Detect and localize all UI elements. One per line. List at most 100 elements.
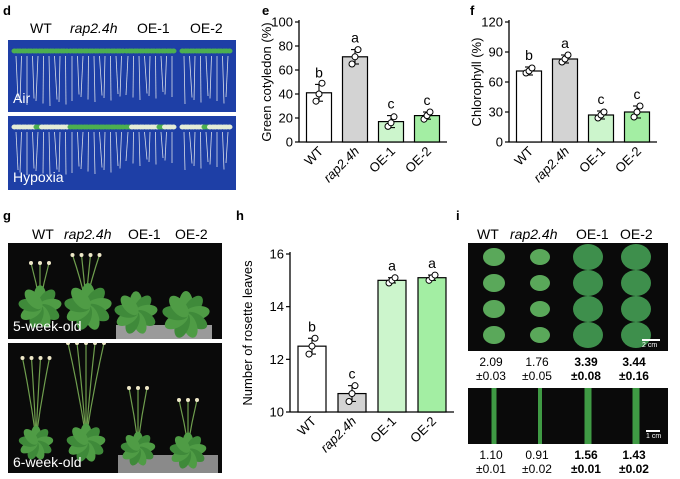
y-tick-label-1: 12 (270, 352, 284, 367)
leaf (621, 322, 651, 348)
significance-letter-3: c (424, 92, 431, 108)
seedling-root (110, 55, 112, 101)
x-tick-label-3: OE-2 (612, 144, 644, 176)
panel-d-header-oe1: OE-1 (137, 20, 170, 36)
measurement-value: 2.09 ±0.03 (465, 355, 517, 383)
data-point-0-2 (311, 334, 319, 342)
y-tick-label-3: 90 (489, 45, 503, 60)
y-tick-label-2: 40 (279, 87, 293, 102)
rosette-leaf (174, 436, 191, 453)
seedling-root (209, 131, 212, 165)
data-point-1-0 (348, 60, 356, 68)
seedling-root (160, 131, 164, 159)
seedling-root (93, 131, 96, 175)
leaf (483, 274, 505, 292)
seedling-root (164, 55, 167, 95)
y-tick-label-5: 100 (271, 15, 293, 30)
panel-g-header-rap: rap2.4h (64, 226, 112, 242)
seedling-root (103, 55, 106, 99)
chart-chlorophyll: 0 30 60 90 120 Chlorophyll (%) b WT a rap2.4h c OE-… (469, 15, 657, 185)
age-label-5-week: 5-week-old (13, 318, 82, 334)
seedling-root (144, 131, 148, 160)
panel-i-header-oe1: OE-1 (576, 226, 609, 242)
cotyledon-right (226, 48, 233, 54)
y-tick-label-1: 20 (279, 111, 293, 126)
flower (38, 261, 42, 265)
x-tick-label-3: OE-2 (407, 414, 439, 446)
flower (127, 386, 131, 390)
bar-1 (341, 56, 369, 143)
seedling-root (103, 131, 106, 171)
flower (20, 356, 25, 360)
seedling-root (155, 55, 157, 99)
y-tick-label-1: 30 (489, 105, 503, 120)
seedling-root (48, 55, 51, 107)
significance-letter-1: a (351, 30, 359, 46)
leaf (483, 248, 505, 266)
leaf (530, 249, 550, 265)
chart-rosette-leaves: 10 12 14 16 Number of rosette leaves b WT c rap2… (240, 247, 454, 455)
significance-letter-0: b (525, 47, 533, 63)
rosette-leaf (72, 427, 89, 445)
seedling-root (15, 55, 19, 101)
rosette-leaf (169, 295, 189, 318)
rosette-leaf (24, 289, 43, 310)
panel-i-header-oe2: OE-2 (620, 226, 653, 242)
data-point-0-1 (315, 90, 323, 98)
leaf (573, 244, 603, 270)
seedling-root (35, 131, 39, 172)
measurement-mean: 1.56 (574, 448, 598, 462)
leaf (530, 327, 550, 343)
seedling-root (205, 55, 209, 97)
measurement-sd: ±0.02 (619, 462, 649, 476)
seedling-root (19, 131, 22, 173)
data-point-1-1 (348, 390, 356, 398)
rosette-leaf (71, 287, 91, 310)
measurement-value: 0.91 ±0.02 (511, 448, 563, 476)
x-tick-label-0: WT (301, 143, 326, 168)
plants-6-week-drawing (18, 343, 218, 473)
rosette-leaf (23, 428, 39, 445)
seedling-root (93, 55, 96, 103)
seedling-root (87, 55, 89, 100)
seedling-root (58, 131, 61, 173)
y-tick-label-4: 80 (279, 39, 293, 54)
panel-d-header-rap: rap2.4h (70, 20, 118, 36)
seedling-root (65, 55, 67, 105)
panel-label-g: g (3, 208, 11, 223)
significance-letter-2: c (388, 96, 395, 112)
data-point-0-2 (318, 79, 326, 87)
rosette-leaf (125, 434, 141, 451)
petiole (584, 388, 592, 444)
seedling-root (189, 55, 193, 98)
leaf-photo: 2 cm (468, 243, 668, 351)
measurement-value: 1.43 ±0.02 (608, 448, 660, 476)
flower (102, 343, 106, 345)
measurement-mean: 1.76 (525, 355, 549, 369)
measurement-value: 3.44 ±0.16 (608, 355, 660, 383)
seedling-root (222, 131, 225, 170)
leaves-drawing (483, 244, 651, 348)
y-axis-label: Chlorophyll (%) (469, 38, 484, 127)
data-point-2-2 (390, 113, 398, 121)
flower (29, 356, 34, 360)
seedling-root (183, 55, 186, 105)
flower (177, 398, 181, 402)
y-tick-label-2: 60 (489, 75, 503, 90)
panel-i-header-rap: rap2.4h (510, 226, 558, 242)
data-point-1-2 (354, 46, 362, 54)
y-tick-label-2: 14 (270, 299, 284, 314)
seedling-root (65, 131, 67, 175)
x-tick-label-0: WT (294, 413, 319, 438)
y-tick-label-4: 120 (481, 15, 503, 30)
seedling-root (138, 55, 141, 101)
measurement-mean: 2.09 (479, 355, 503, 369)
flower (47, 356, 52, 360)
significance-letter-3: c (634, 86, 641, 102)
seedling-root (87, 131, 89, 172)
data-point-2-1 (387, 119, 395, 127)
seedling-root (54, 55, 58, 100)
seedling-root (132, 55, 134, 98)
measurement-mean: 1.10 (479, 448, 503, 462)
